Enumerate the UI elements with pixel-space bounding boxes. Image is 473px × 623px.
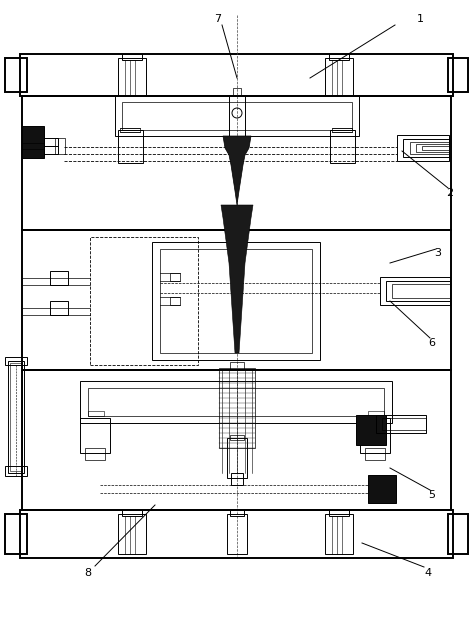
Bar <box>365 448 385 460</box>
Bar <box>219 368 255 448</box>
Polygon shape <box>221 205 253 353</box>
Bar <box>448 58 468 92</box>
Text: 4: 4 <box>424 568 431 578</box>
Bar <box>22 96 451 230</box>
Bar <box>233 88 241 96</box>
Bar <box>227 514 247 554</box>
Bar <box>88 411 104 416</box>
Bar <box>10 363 22 471</box>
Bar <box>5 357 27 365</box>
Text: 1: 1 <box>417 14 423 24</box>
Bar <box>227 438 247 478</box>
Bar <box>118 514 146 554</box>
Bar <box>422 146 449 150</box>
Bar <box>20 510 453 558</box>
Bar <box>229 96 245 136</box>
Text: 6: 6 <box>429 338 436 348</box>
Bar <box>325 514 353 554</box>
Text: 8: 8 <box>85 568 92 578</box>
Bar <box>329 54 349 60</box>
Bar <box>448 514 468 554</box>
Bar <box>118 130 143 163</box>
Bar <box>170 273 180 281</box>
Bar <box>22 370 451 510</box>
Bar <box>80 381 392 423</box>
Bar <box>386 281 450 301</box>
Bar <box>380 277 450 305</box>
Bar <box>230 362 244 370</box>
Bar <box>332 128 352 132</box>
Bar <box>122 102 352 130</box>
Bar <box>356 415 386 445</box>
Bar <box>115 96 359 136</box>
Bar <box>22 126 44 158</box>
Bar <box>152 242 320 360</box>
Bar <box>8 361 24 473</box>
Bar <box>329 510 349 516</box>
Text: 3: 3 <box>435 248 441 258</box>
Bar <box>403 139 449 157</box>
Bar <box>120 128 140 132</box>
Bar <box>170 297 180 305</box>
Bar <box>50 301 68 315</box>
Bar <box>5 466 27 476</box>
Bar <box>118 58 146 96</box>
Bar <box>330 130 355 163</box>
Bar <box>44 138 58 146</box>
Polygon shape <box>223 136 251 205</box>
Text: 7: 7 <box>214 14 221 24</box>
Bar <box>368 411 384 416</box>
Bar <box>22 230 451 370</box>
Bar <box>397 135 449 161</box>
Bar <box>368 475 396 503</box>
Bar <box>230 435 244 440</box>
Bar <box>160 249 312 353</box>
Bar <box>122 54 142 60</box>
Bar <box>55 138 65 154</box>
Bar <box>230 510 244 516</box>
Bar <box>382 418 426 430</box>
Bar <box>44 146 58 154</box>
Bar <box>5 514 27 554</box>
Bar <box>20 54 453 96</box>
Bar <box>5 58 27 92</box>
Bar <box>231 473 243 485</box>
Bar <box>90 237 198 365</box>
Bar <box>50 271 68 285</box>
Bar <box>410 142 449 154</box>
Bar <box>325 58 353 96</box>
Bar <box>122 510 142 516</box>
Bar <box>392 284 450 298</box>
Bar <box>80 418 110 453</box>
Bar <box>376 415 426 433</box>
Bar <box>88 388 384 416</box>
Text: 2: 2 <box>447 188 454 198</box>
Bar <box>416 144 449 152</box>
Text: 5: 5 <box>429 490 436 500</box>
Bar <box>360 418 390 453</box>
Bar <box>85 448 105 460</box>
